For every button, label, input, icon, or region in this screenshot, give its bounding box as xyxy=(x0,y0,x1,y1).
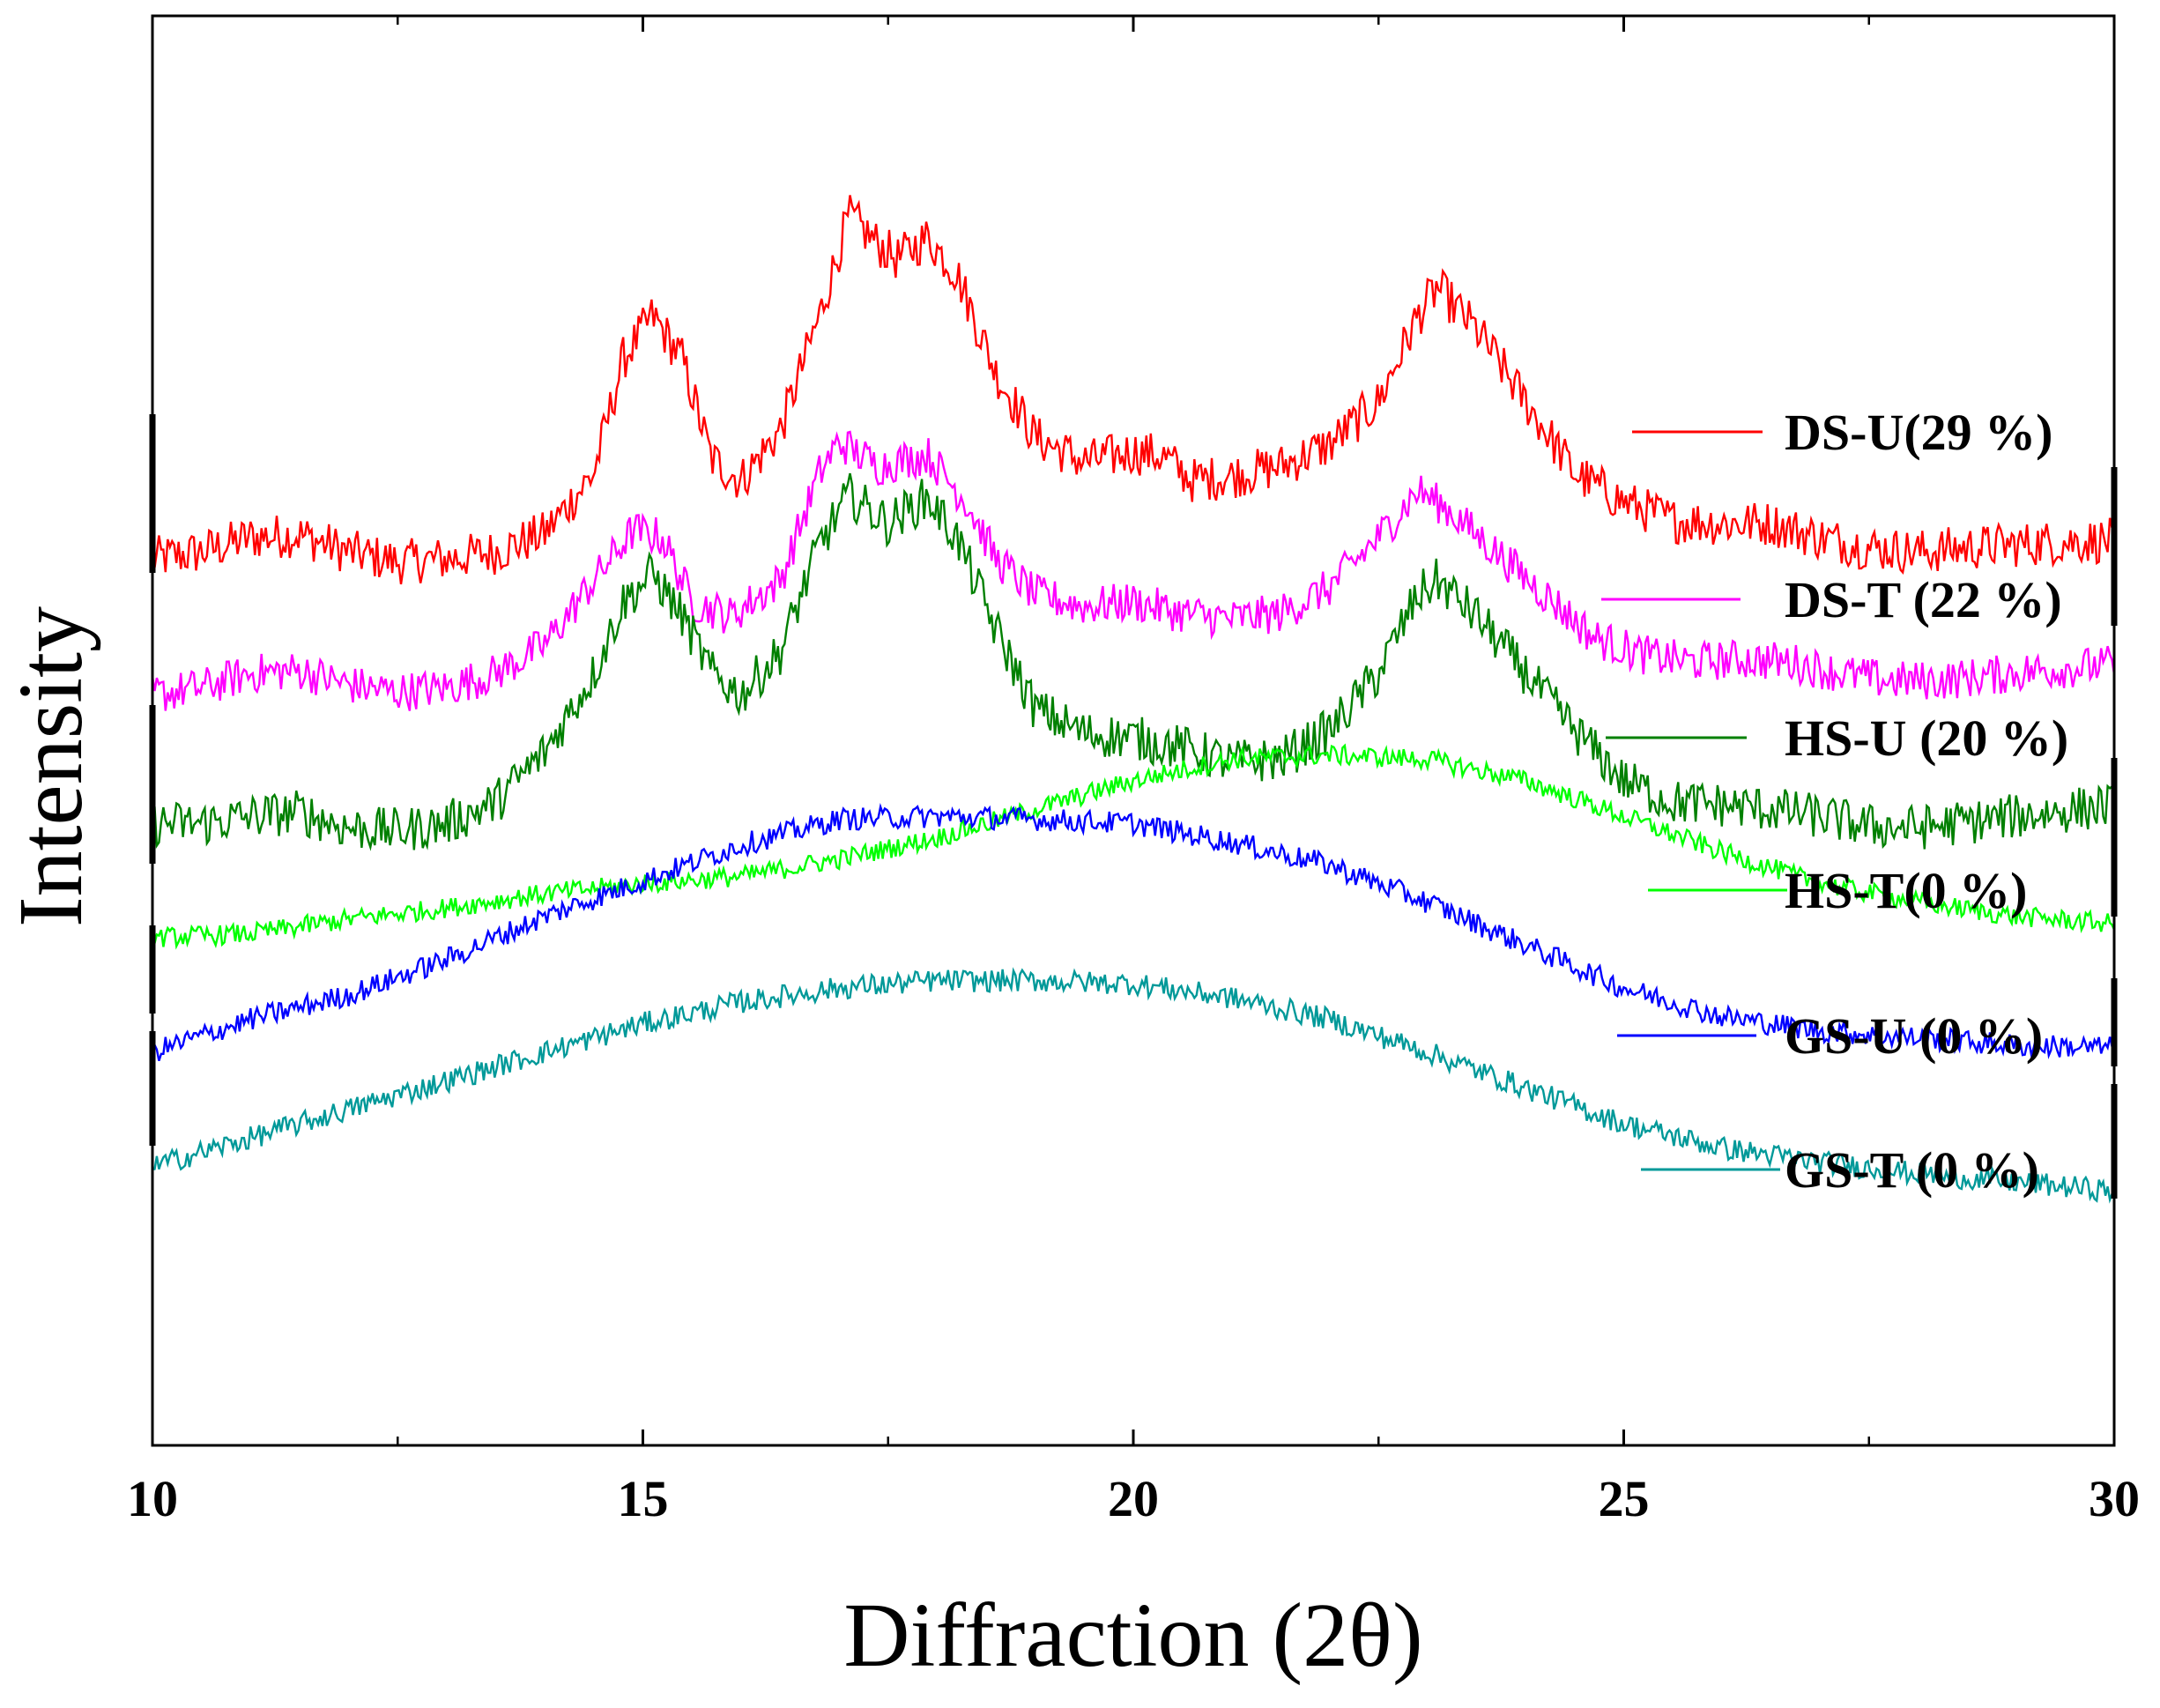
series-line-4 xyxy=(151,743,2116,950)
x-tick-label: 20 xyxy=(1108,1470,1159,1527)
series-line-2 xyxy=(151,430,2116,711)
legend-label-5: GS-U (0 %) xyxy=(1785,1007,2043,1065)
x-tick-label: 10 xyxy=(127,1470,178,1527)
series-line-5 xyxy=(152,802,2116,1062)
series-line-3 xyxy=(152,472,2115,851)
x-tick-label: 30 xyxy=(2089,1470,2140,1527)
ticks-layer: 10 15 20 25 30 xyxy=(127,16,2140,1527)
legend: DS-U(29 %) DS-T (22 %) HS-U (20 %) HS-T(0 %… xyxy=(1601,404,2068,1199)
series-layer xyxy=(151,195,2116,1204)
x-tick-label: 15 xyxy=(618,1470,669,1527)
x-axis-title: Diffraction (2θ) xyxy=(843,1585,1422,1686)
series-line-1 xyxy=(151,195,2116,585)
legend-label-3: HS-U (20 %) xyxy=(1785,709,2068,767)
series-line-6 xyxy=(152,967,2116,1204)
legend-label-4: HS-T(0 %) xyxy=(1785,862,2028,919)
legend-label-1: DS-U(29 %) xyxy=(1785,404,2052,461)
legend-label-6: GS-T (0 %) xyxy=(1785,1141,2039,1199)
x-tick-label: 25 xyxy=(1599,1470,1650,1527)
legend-label-2: DS-T (22 %) xyxy=(1785,571,2062,628)
y-axis-title: Intensity xyxy=(0,606,101,927)
